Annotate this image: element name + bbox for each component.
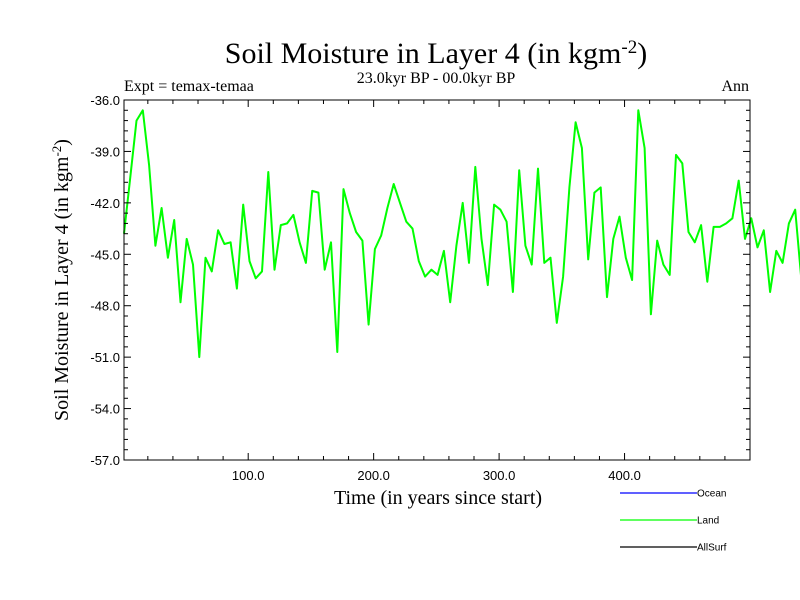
y-tick-label: -45.0 bbox=[90, 247, 120, 262]
x-axis-label: Time (in years since start) bbox=[334, 487, 542, 509]
plot-area: -36.0 -39.0 -42.0 -45.0 -48.0 -51.0 -54.0 -57.0… bbox=[90, 93, 800, 483]
subtitle-right: Ann bbox=[721, 78, 749, 95]
y-axis-label-exponent: -2 bbox=[49, 146, 64, 157]
y-axis-label-main: Soil Moisture in Layer 4 (in kgm bbox=[51, 156, 73, 421]
legend-label-ocean: Ocean bbox=[697, 489, 726, 500]
x-tick-label: 200.0 bbox=[357, 468, 390, 483]
y-axis-label-close: ) bbox=[51, 139, 73, 146]
x-tick-label: 100.0 bbox=[232, 468, 265, 483]
y-tick-label: -57.0 bbox=[90, 453, 120, 468]
data-series-group bbox=[123, 109, 800, 359]
chart-title-close: ) bbox=[637, 37, 647, 70]
chart-title: Soil Moisture in Layer 4 (in kgm-2) bbox=[225, 37, 647, 71]
series-line-land bbox=[123, 109, 800, 359]
axis-ticks: -36.0 -39.0 -42.0 -45.0 -48.0 -51.0 -54.0 -57.0… bbox=[90, 93, 750, 483]
x-tick-label: 300.0 bbox=[483, 468, 516, 483]
y-tick-label: -42.0 bbox=[90, 196, 120, 211]
legend: Ocean Land AllSurf bbox=[620, 489, 727, 554]
subtitle-center: 23.0kyr BP - 00.0kyr BP bbox=[357, 70, 516, 87]
subtitle-left: Expt = temax-temaa bbox=[124, 78, 254, 95]
y-tick-label: -36.0 bbox=[90, 93, 120, 108]
y-tick-label: -39.0 bbox=[90, 144, 120, 159]
legend-label-allsurf: AllSurf bbox=[697, 543, 727, 554]
legend-label-land: Land bbox=[697, 516, 719, 527]
x-tick-label: 400.0 bbox=[608, 468, 641, 483]
y-tick-label: -51.0 bbox=[90, 350, 120, 365]
y-tick-label: -54.0 bbox=[90, 402, 120, 417]
plot-frame bbox=[123, 99, 751, 461]
y-tick-label: -48.0 bbox=[90, 299, 120, 314]
chart-title-main: Soil Moisture in Layer 4 (in kgm bbox=[225, 37, 622, 70]
y-axis-label: Soil Moisture in Layer 4 (in kgm-2) bbox=[49, 139, 74, 421]
chart-title-exponent: -2 bbox=[621, 37, 637, 58]
